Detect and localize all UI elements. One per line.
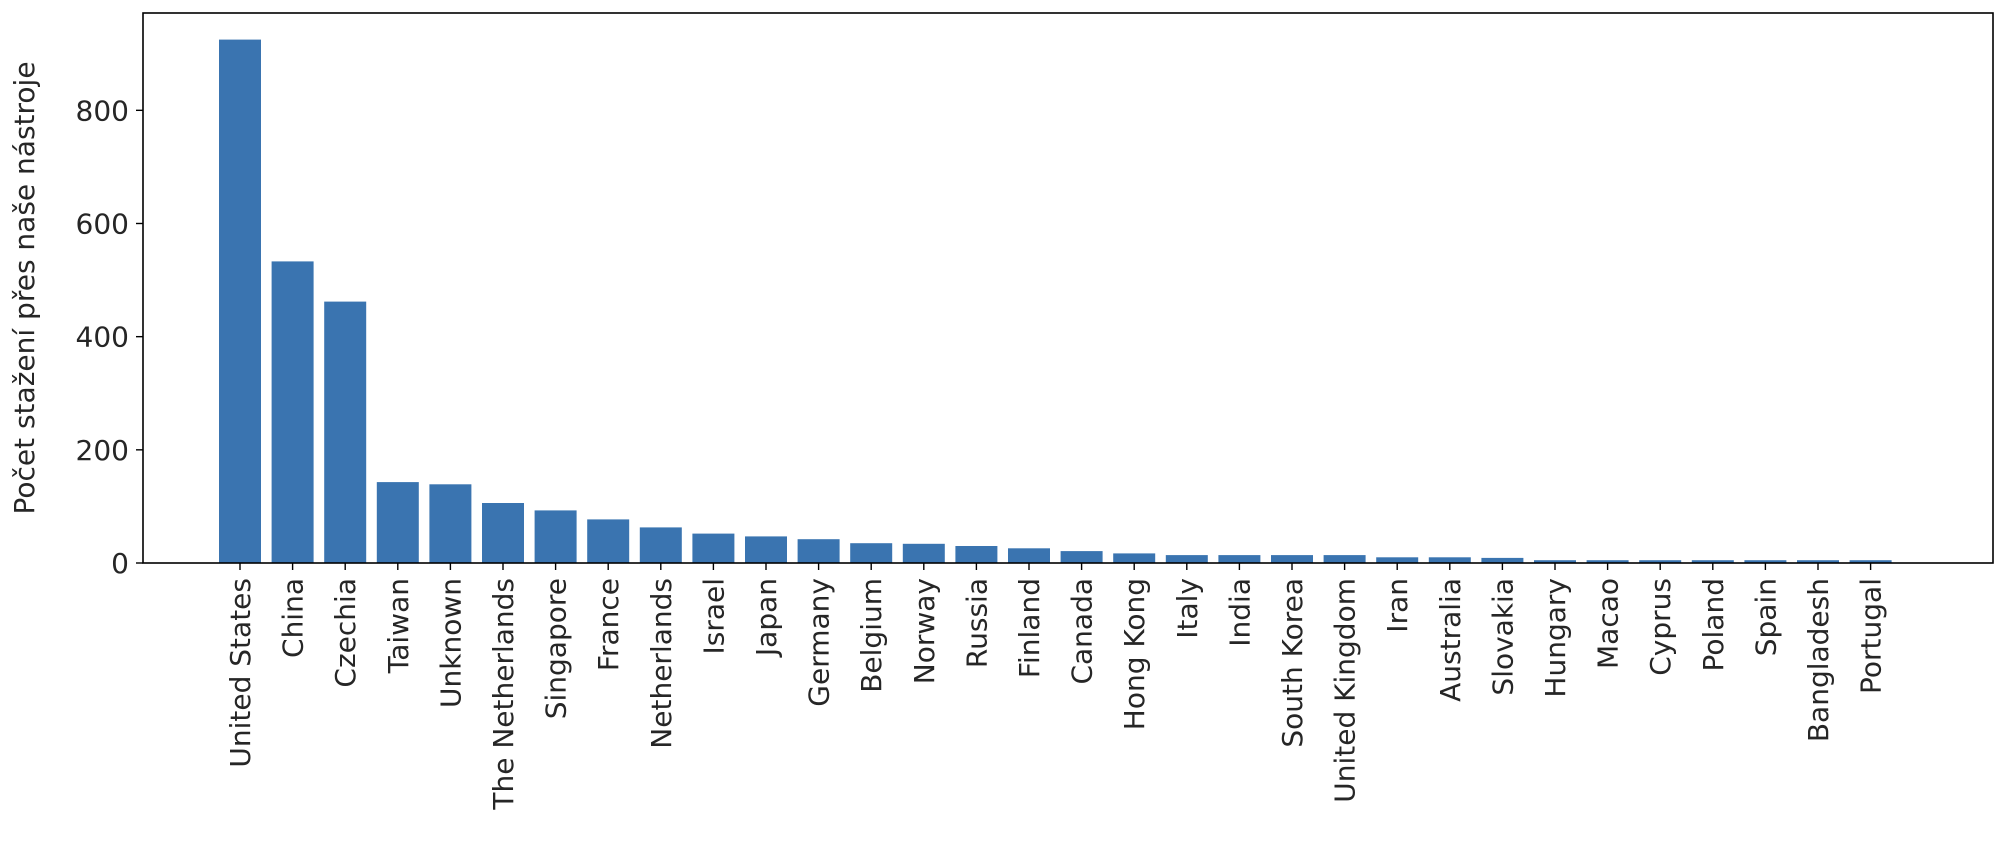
- x-tick-label: Singapore: [540, 578, 573, 719]
- bar: [1586, 560, 1629, 563]
- x-tick-label: India: [1223, 578, 1256, 647]
- x-tick-label: Australia: [1434, 578, 1467, 702]
- bar: [482, 503, 524, 563]
- bar: [1376, 557, 1419, 563]
- y-axis: 0 200 400 600 800: [76, 94, 143, 580]
- bar: [1113, 553, 1156, 563]
- y-axis-label: Počet stažení přes naše nástroje: [8, 61, 41, 514]
- x-tick-label: Netherlands: [645, 578, 678, 749]
- bar: [902, 543, 945, 563]
- x-tick-label: The Netherlands: [487, 578, 520, 811]
- x-tick-label: Slovakia: [1486, 578, 1519, 696]
- x-tick-label: Hong Kong: [1118, 578, 1151, 730]
- x-tick-label: Israel: [697, 578, 730, 655]
- x-tick-label: Cyprus: [1644, 578, 1677, 676]
- x-tick-label: United States: [224, 578, 257, 768]
- x-tick-label: Russia: [960, 578, 993, 668]
- bars-group: [219, 39, 1892, 564]
- x-tick-label: Taiwan: [382, 578, 415, 674]
- x-tick-label: United Kingdom: [1329, 578, 1362, 803]
- x-tick-label: Italy: [1171, 578, 1204, 639]
- x-tick-label: Japan: [750, 578, 783, 658]
- bar: [271, 261, 314, 563]
- x-tick-label: Spain: [1749, 578, 1782, 656]
- bar: [1271, 555, 1313, 563]
- bar: [1060, 551, 1103, 563]
- x-tick-label: Poland: [1697, 578, 1730, 671]
- bar: [1008, 548, 1050, 563]
- bar: [1428, 557, 1471, 563]
- bar: [534, 510, 577, 563]
- bar: [1323, 555, 1366, 563]
- bar: [745, 536, 787, 563]
- bar: [1691, 560, 1734, 563]
- bar: [376, 482, 419, 563]
- y-tick-label: 600: [76, 207, 129, 240]
- x-tick-label: Germany: [803, 578, 836, 707]
- bar: [1534, 560, 1576, 563]
- bar: [1744, 560, 1787, 563]
- bar: [692, 533, 735, 563]
- x-tick-label: Unknown: [434, 578, 467, 708]
- x-tick-label: Belgium: [855, 578, 888, 693]
- y-tick-label: 200: [76, 434, 129, 467]
- x-tick-label: Czechia: [329, 578, 362, 688]
- bar: [324, 301, 367, 563]
- x-tick-label: South Korea: [1276, 578, 1309, 748]
- x-axis: United States China Czechia Taiwan Unknown Th…: [224, 563, 1888, 811]
- bar: [850, 543, 893, 563]
- y-tick-label: 0: [111, 547, 129, 580]
- x-tick-label: Hungary: [1539, 578, 1572, 698]
- bar: [955, 546, 998, 563]
- bar: [1218, 555, 1261, 563]
- x-tick-label: Iran: [1381, 578, 1414, 633]
- x-tick-label: Finland: [1013, 578, 1046, 678]
- x-tick-label: Portugal: [1855, 578, 1888, 694]
- x-tick-label: France: [592, 578, 625, 671]
- bar: [1481, 557, 1524, 563]
- bar: [429, 484, 472, 563]
- bar: [219, 39, 261, 564]
- bar: [1849, 560, 1892, 563]
- x-tick-label: Macao: [1592, 578, 1625, 669]
- bar: [1797, 560, 1839, 563]
- bar: [1165, 555, 1208, 563]
- y-tick-label: 400: [76, 321, 129, 354]
- bar: [639, 527, 682, 563]
- plot-frame: [142, 12, 1994, 564]
- bar: [797, 539, 840, 563]
- x-tick-label: Norway: [908, 578, 941, 684]
- bar: [587, 519, 630, 563]
- y-tick-label: 800: [76, 94, 129, 127]
- x-tick-label: Canada: [1066, 578, 1099, 685]
- x-tick-label: China: [277, 578, 310, 658]
- bar: [1639, 560, 1682, 563]
- x-tick-label: Bangladesh: [1802, 578, 1835, 742]
